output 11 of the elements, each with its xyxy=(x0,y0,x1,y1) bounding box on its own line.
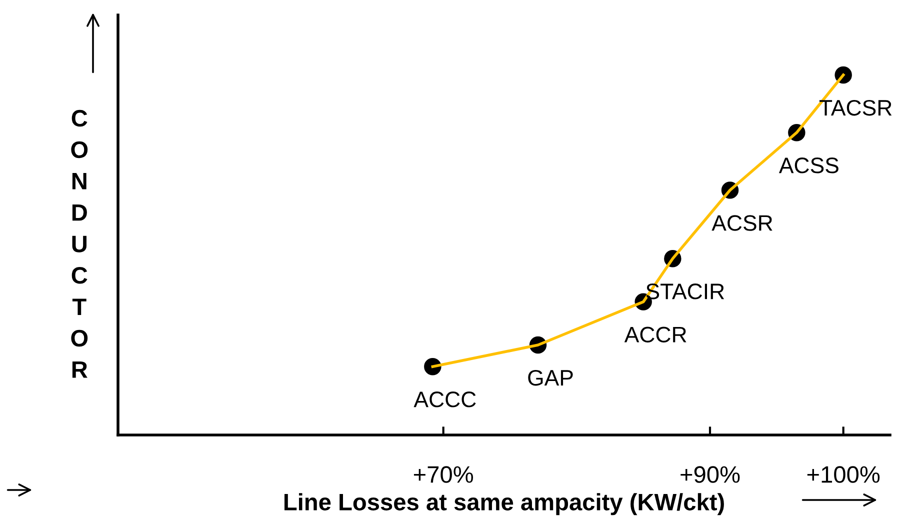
annotation: TACSR xyxy=(819,100,892,116)
annotation: ACCC xyxy=(414,392,476,408)
annotation: ACCR xyxy=(624,326,686,342)
x-tick-label: +90% xyxy=(680,466,740,483)
annotation: ACSR xyxy=(712,215,772,231)
x-axis-title: Line Losses at same ampacity (KW/ckt) xyxy=(284,493,724,516)
x-tick-label: +70% xyxy=(414,466,474,483)
text: CONDUCTOR xyxy=(71,110,88,378)
annotation: GAP xyxy=(528,370,573,386)
annotation: ACSS xyxy=(778,158,838,174)
x-tick-label: +100% xyxy=(807,466,880,483)
